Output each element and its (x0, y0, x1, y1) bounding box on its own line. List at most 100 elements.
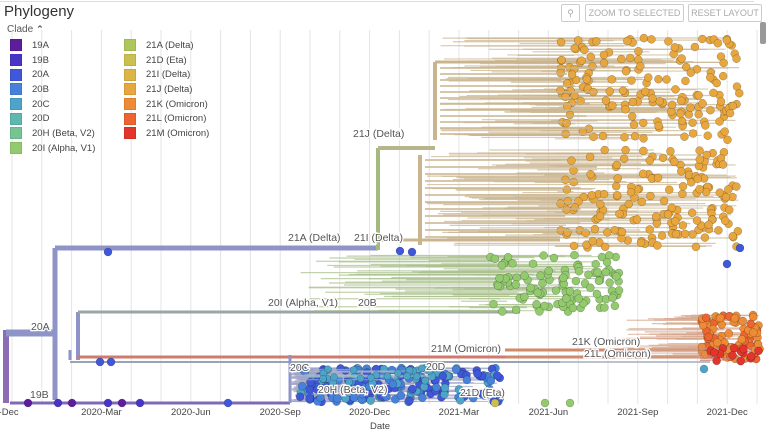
tip[interactable] (456, 396, 465, 405)
tip[interactable] (569, 177, 578, 187)
legend-item[interactable]: 20B (10, 82, 95, 97)
legend-item[interactable]: 20H (Beta, V2) (10, 126, 95, 141)
tip[interactable] (678, 189, 687, 199)
tip[interactable] (647, 35, 656, 44)
tip[interactable] (710, 348, 719, 357)
tip[interactable] (565, 398, 575, 408)
tip[interactable] (103, 398, 113, 408)
tip[interactable] (489, 299, 498, 309)
tip[interactable] (671, 85, 680, 94)
tip[interactable] (605, 278, 614, 287)
tip[interactable] (587, 190, 597, 200)
tip[interactable] (728, 101, 738, 111)
tip[interactable] (23, 398, 33, 408)
tip[interactable] (562, 185, 572, 194)
tip[interactable] (223, 398, 233, 408)
tip[interactable] (659, 196, 669, 206)
tip[interactable] (686, 68, 696, 77)
tip[interactable] (485, 384, 494, 394)
tip[interactable] (345, 378, 354, 386)
tip[interactable] (493, 281, 503, 290)
tip[interactable] (316, 393, 325, 402)
tip[interactable] (312, 385, 322, 394)
tip[interactable] (358, 389, 367, 399)
tip[interactable] (629, 120, 639, 129)
tip[interactable] (574, 294, 584, 303)
tip[interactable] (638, 118, 648, 128)
tip[interactable] (67, 398, 77, 408)
tip[interactable] (718, 71, 728, 81)
tip[interactable] (432, 383, 441, 392)
tip[interactable] (701, 313, 711, 322)
tip[interactable] (599, 189, 609, 199)
tip[interactable] (639, 146, 648, 156)
tip[interactable] (670, 157, 679, 167)
tip[interactable] (600, 303, 609, 312)
tip[interactable] (417, 364, 426, 373)
tip[interactable] (704, 220, 713, 229)
tip[interactable] (333, 394, 342, 403)
tip[interactable] (341, 394, 350, 403)
tip[interactable] (746, 351, 756, 361)
tip[interactable] (576, 96, 585, 106)
tip[interactable] (725, 205, 734, 215)
tip[interactable] (559, 273, 568, 283)
tip[interactable] (626, 53, 635, 63)
tip[interactable] (565, 110, 575, 120)
tip[interactable] (538, 278, 547, 288)
tip[interactable] (709, 88, 718, 98)
tip[interactable] (678, 221, 688, 230)
legend-item[interactable]: 21K (Omicron) (124, 97, 209, 112)
tip[interactable] (688, 230, 697, 239)
tip[interactable] (608, 101, 617, 110)
tip[interactable] (569, 241, 579, 251)
tip[interactable] (712, 78, 721, 88)
tip[interactable] (595, 211, 605, 221)
tip[interactable] (692, 216, 702, 225)
legend-item[interactable]: 20A (10, 67, 95, 82)
tip[interactable] (490, 398, 500, 408)
tip[interactable] (592, 37, 601, 46)
tip[interactable] (585, 152, 595, 162)
tip[interactable] (556, 86, 565, 95)
legend-item[interactable]: 21D (Eta) (124, 53, 209, 68)
tip[interactable] (695, 146, 704, 155)
tip[interactable] (480, 391, 489, 400)
tip[interactable] (95, 357, 105, 367)
tip[interactable] (592, 289, 602, 299)
tip[interactable] (570, 202, 580, 212)
tip[interactable] (677, 54, 686, 63)
tip[interactable] (556, 199, 565, 208)
tip[interactable] (490, 254, 500, 264)
tip[interactable] (135, 398, 145, 408)
tip[interactable] (713, 338, 722, 347)
tip[interactable] (567, 156, 576, 165)
tip[interactable] (624, 199, 634, 209)
tip[interactable] (408, 384, 417, 394)
tip[interactable] (582, 75, 592, 84)
tip[interactable] (653, 173, 663, 183)
tip[interactable] (627, 76, 636, 85)
tip[interactable] (589, 132, 598, 142)
tip[interactable] (540, 398, 550, 408)
tip[interactable] (636, 61, 645, 71)
tip[interactable] (703, 131, 712, 140)
tip[interactable] (657, 231, 667, 240)
tip[interactable] (462, 375, 472, 385)
tip[interactable] (412, 372, 421, 381)
tip[interactable] (658, 153, 668, 163)
tip[interactable] (667, 203, 677, 213)
tip[interactable] (680, 229, 690, 239)
tip[interactable] (535, 307, 544, 316)
tip[interactable] (719, 58, 728, 68)
tip[interactable] (627, 112, 637, 121)
legend-item[interactable]: 21L (Omicron) (124, 111, 209, 126)
tip[interactable] (561, 92, 570, 102)
tip[interactable] (716, 97, 726, 106)
tip[interactable] (610, 301, 620, 311)
tip[interactable] (732, 182, 741, 191)
scrollbar[interactable] (760, 22, 766, 44)
tip[interactable] (382, 392, 391, 402)
tip[interactable] (735, 243, 745, 253)
tip[interactable] (701, 121, 710, 130)
